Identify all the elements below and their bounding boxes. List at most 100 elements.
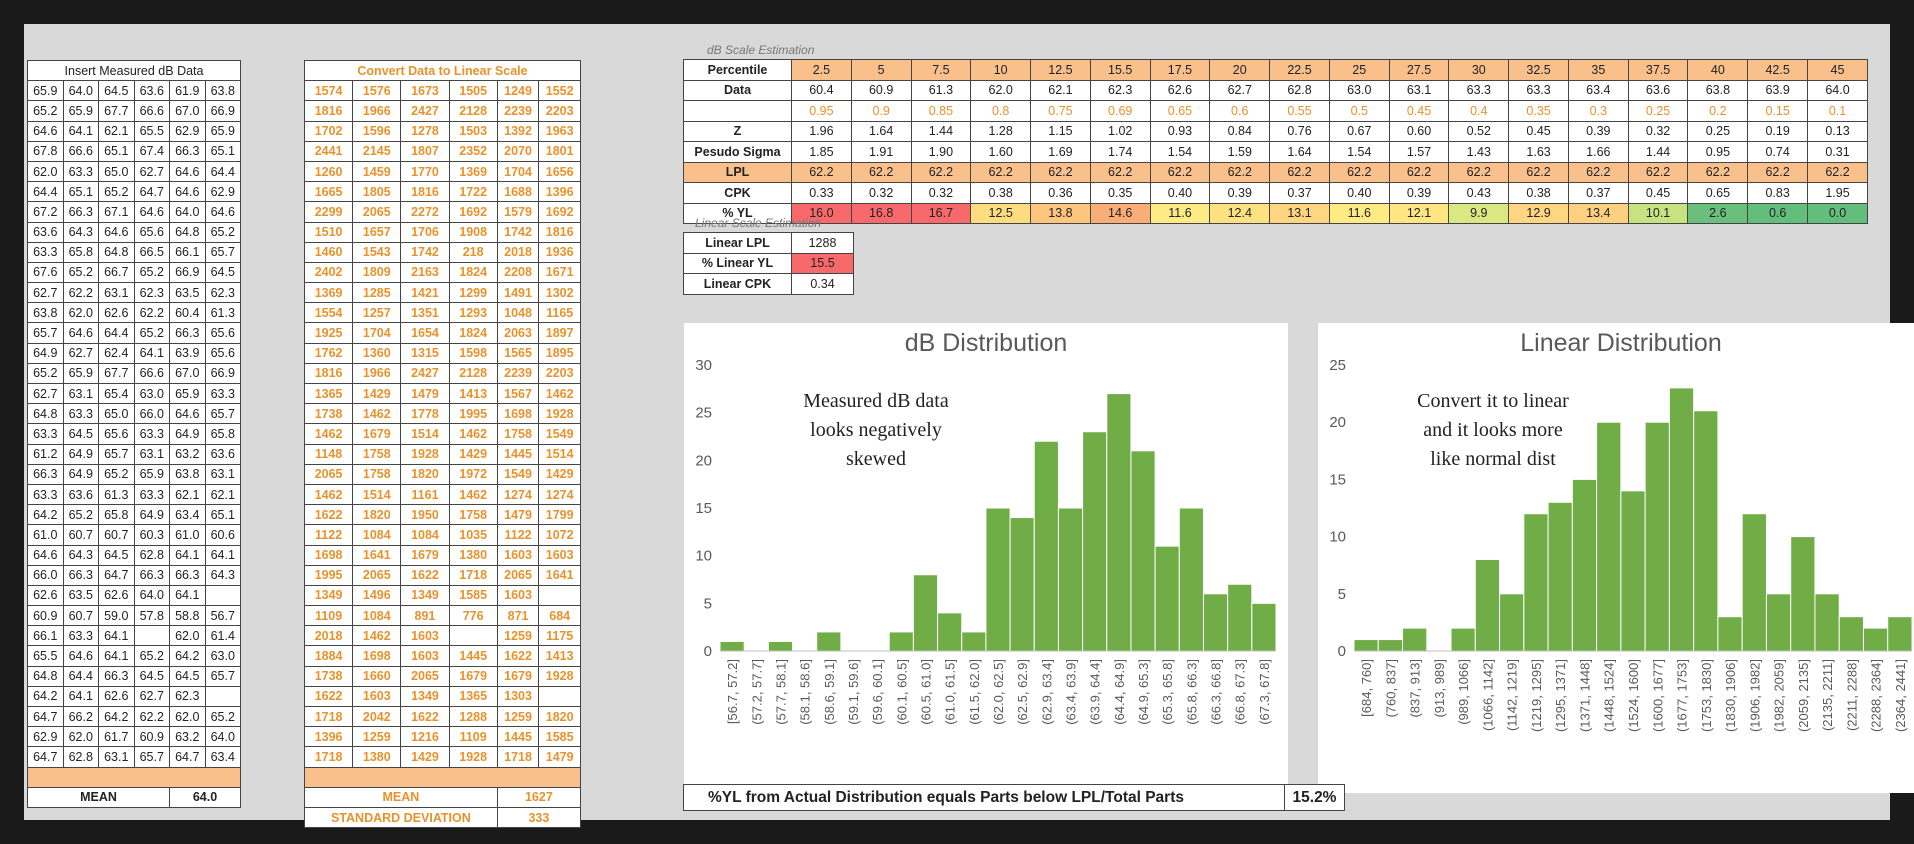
table-cell: 64.5 [98, 80, 135, 102]
table-cell: 871 [496, 605, 540, 627]
table-cell: 62.6 [98, 685, 135, 708]
percentile-cell: 0.95 [1687, 141, 1749, 163]
y-tick-label: 25 [695, 405, 712, 422]
table-cell: 67.2 [27, 201, 64, 223]
table-cell: 2272 [400, 201, 450, 223]
table-cell [204, 685, 241, 708]
table-cell: 1552 [538, 80, 581, 102]
histogram-bar [985, 507, 1011, 652]
table-row: 64.2 64.1 62.6 62.7 62.3 [27, 685, 241, 708]
table-cell: 1698 [303, 544, 354, 566]
percentile-cell: 62.2 [1567, 161, 1629, 183]
table-cell: 63.4 [169, 504, 206, 526]
percentile-cell: 13.8 [1030, 202, 1091, 224]
y-tick-label: 10 [1329, 529, 1346, 546]
table-cell: 63.3 [27, 483, 64, 506]
table-cell: 65.4 [98, 382, 135, 405]
table-row: 1738 1660 2065 1679 1679 1928 [303, 665, 581, 687]
table-cell: 64.1 [169, 544, 206, 566]
table-cell: 684 [538, 605, 581, 627]
footer-value-box: 15.2% [1284, 784, 1345, 811]
percentile-cell: 62.2 [791, 161, 852, 183]
table-cell: 65.6 [204, 322, 241, 344]
percentile-cell: 0.5 [1328, 100, 1390, 122]
table-cell: 62.1 [169, 483, 206, 506]
table-cell: 64.1 [62, 685, 99, 708]
table-cell: 1679 [352, 423, 402, 445]
table-cell: 66.7 [98, 261, 135, 284]
table-cell: 1510 [303, 221, 354, 243]
linear-scale-title: Linear Scale Estimation [695, 216, 822, 230]
percentile-cell: 62.2 [1030, 161, 1091, 183]
x-tick-label: (1753, 1830] [1699, 659, 1714, 732]
table-cell: 66.3 [169, 564, 206, 586]
table-cell: 1574 [303, 80, 354, 102]
table-cell: 62.7 [27, 282, 64, 304]
table-cell: 1928 [448, 746, 498, 768]
table-cell: 1622 [496, 645, 540, 667]
table-cell [538, 584, 581, 607]
table-cell: 65.0 [98, 403, 135, 425]
percentile-cell: 10.1 [1627, 202, 1689, 224]
table-cell: 67.6 [27, 261, 64, 284]
table-cell: 64.5 [62, 423, 99, 445]
table-cell: 1072 [538, 524, 581, 546]
table-cell: 1778 [400, 403, 450, 425]
table-row: 63.3 65.8 64.8 66.5 66.1 65.7 [27, 241, 241, 263]
percentile-cell: 1.28 [970, 120, 1032, 142]
percentile-cell: 2.6 [1687, 202, 1749, 224]
table-cell: 65.2 [133, 261, 170, 284]
table-cell: 61.2 [27, 443, 64, 465]
table-cell: 61.3 [98, 483, 135, 506]
table-cell: 1109 [303, 605, 354, 627]
percentile-cell: 1.15 [1030, 120, 1091, 142]
table-cell: 65.2 [27, 362, 64, 385]
x-tick-label: (2288, 2364] [1869, 659, 1884, 732]
histogram-bar [1353, 639, 1379, 652]
mean-row: MEAN 64.0 [27, 786, 241, 808]
percentile-cell: 0.1 [1807, 100, 1868, 122]
table-cell: 2441 [303, 140, 354, 162]
table-cell: 66.0 [27, 564, 64, 586]
table-cell: 63.1 [204, 463, 241, 485]
table-cell: 1496 [352, 584, 402, 607]
table-row: 67.2 66.3 67.1 64.6 64.0 64.6 [27, 201, 241, 223]
x-tick-label: (2059, 2135] [1796, 659, 1811, 732]
table-row: 1698 1641 1679 1380 1603 1603 [303, 544, 581, 566]
table-cell: 1824 [448, 322, 498, 344]
percentile-cell: 1.91 [850, 141, 912, 163]
table-cell: 1175 [538, 625, 581, 647]
table-cell [204, 584, 241, 607]
table-cell: 64.6 [62, 322, 99, 344]
table-cell: 64.0 [169, 201, 206, 223]
x-tick-label: (989, 1066] [1456, 659, 1471, 725]
histogram-bar [1474, 558, 1501, 652]
histogram-bar [1717, 616, 1743, 652]
table-cell: 66.6 [62, 140, 99, 162]
percentile-cell: 0.31 [1807, 141, 1868, 163]
histogram-bar [1130, 450, 1156, 652]
table-cell: 62.9 [169, 120, 206, 142]
table-cell: 65.9 [204, 120, 241, 142]
table-cell: 1966 [352, 100, 402, 122]
table-cell: 64.6 [133, 201, 170, 223]
percentile-cell: 0.9 [850, 100, 912, 122]
table-cell: 57.8 [133, 605, 170, 627]
x-tick-label: (62.5, 62.9] [1015, 659, 1030, 725]
table-cell: 62.6 [98, 584, 135, 607]
percentile-cell: 0.35 [1508, 100, 1569, 122]
chart-svg: dB Distribution 0 5 10 15 20 25 30 [56.7, 57.2] (… [695, 329, 1277, 725]
table-cell: 64.9 [62, 463, 99, 485]
table-cell: 2427 [400, 100, 450, 122]
table-row: 64.7 62.8 63.1 65.7 64.7 63.4 [27, 746, 241, 768]
table-row: 62.9 62.0 61.7 60.9 63.2 64.0 [27, 726, 241, 748]
table-cell: 1758 [352, 463, 402, 485]
table-cell: 66.3 [27, 463, 64, 485]
mean-row: MEAN 1627 [304, 786, 582, 808]
histogram-bar [1862, 627, 1889, 652]
table-cell: 62.1 [98, 120, 135, 142]
table-cell: 1698 [352, 645, 402, 667]
table-cell: 1396 [538, 181, 581, 203]
percentile-cell: 1.02 [1089, 120, 1151, 142]
table-cell: 2427 [400, 362, 450, 385]
